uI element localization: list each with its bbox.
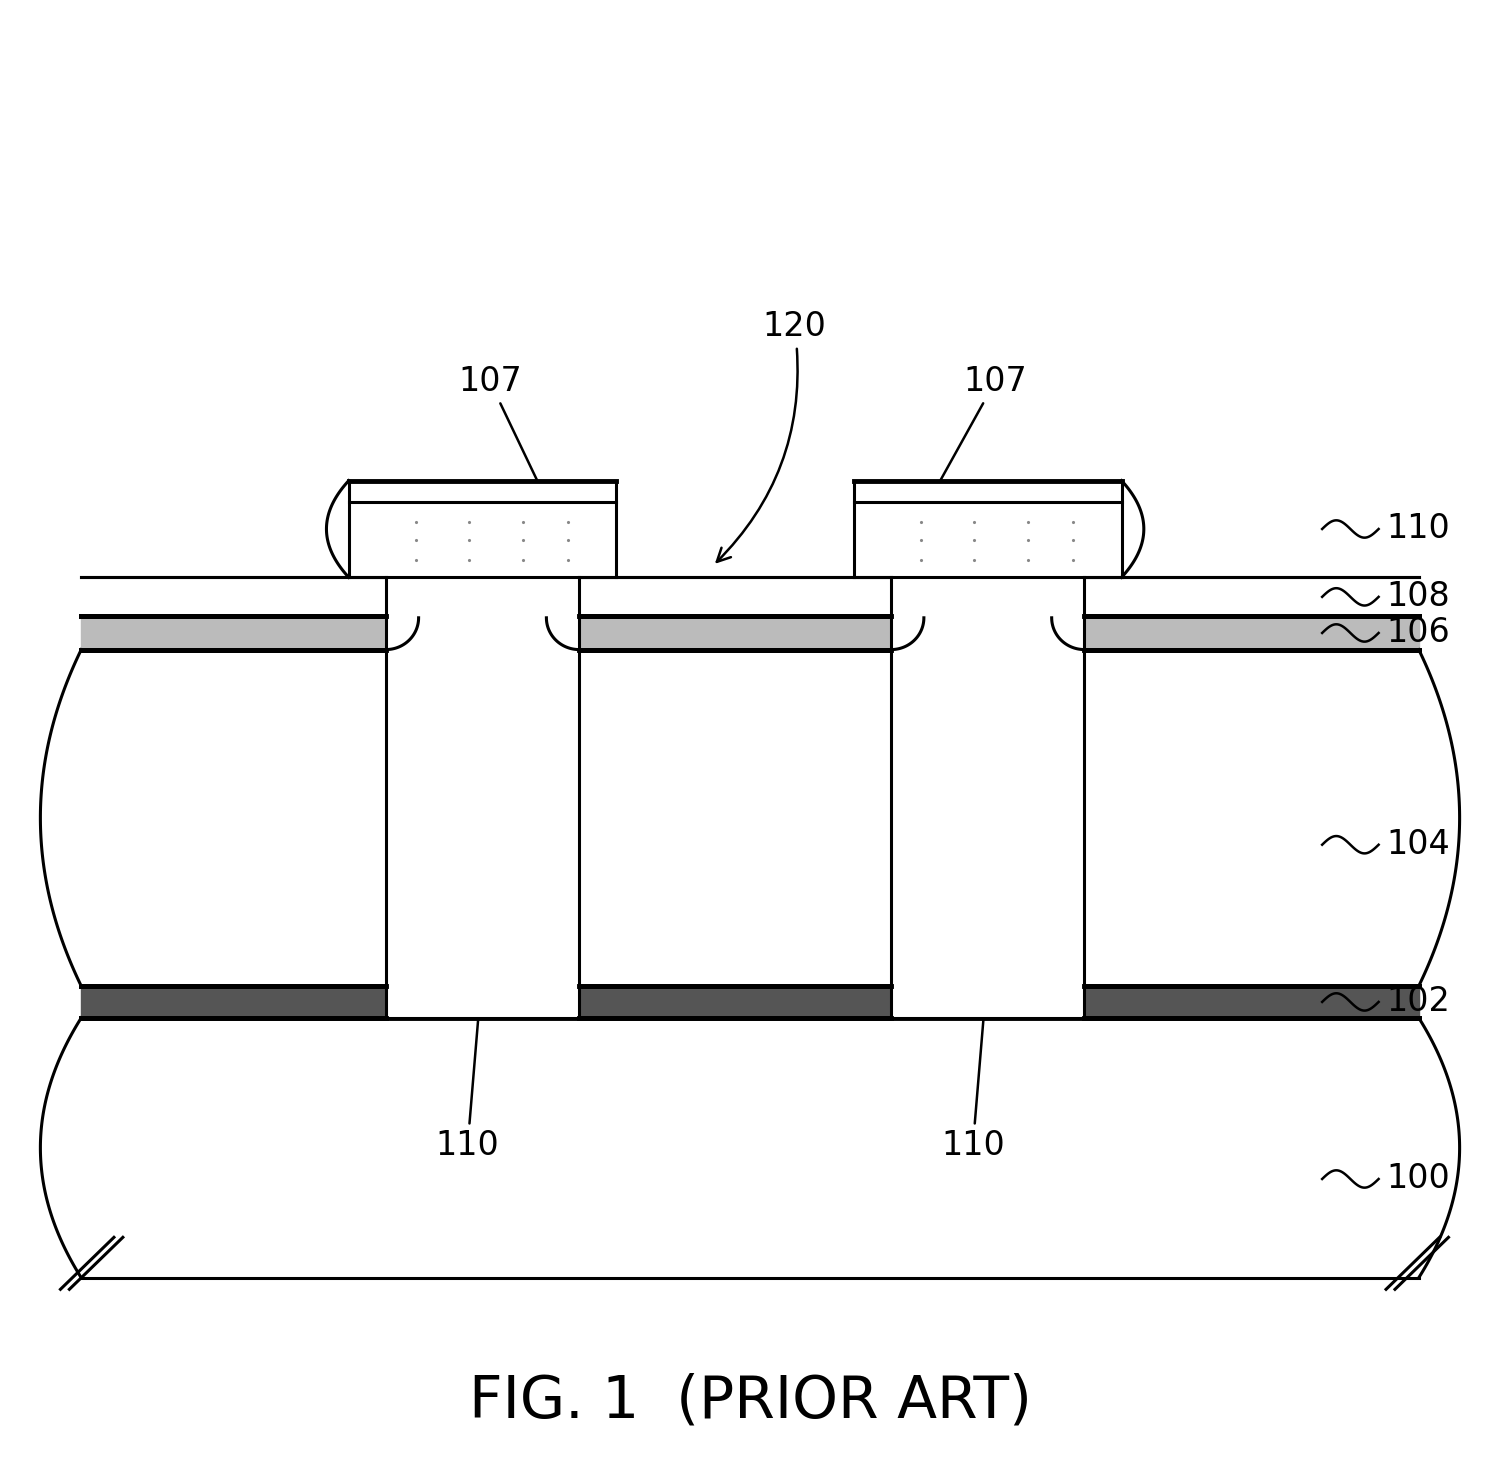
Text: 107: 107 (458, 364, 580, 570)
Text: 110: 110 (940, 972, 1005, 1162)
Text: 100: 100 (1386, 1162, 1450, 1196)
Text: 110: 110 (1386, 513, 1450, 545)
Text: 120: 120 (717, 311, 827, 561)
Text: 104: 104 (1386, 828, 1450, 862)
Text: 102: 102 (1386, 986, 1450, 1019)
Text: FIG. 1  (PRIOR ART): FIG. 1 (PRIOR ART) (468, 1372, 1032, 1429)
Text: 107: 107 (891, 364, 1028, 570)
Text: 108: 108 (1386, 580, 1449, 614)
Text: 110: 110 (436, 972, 500, 1162)
Text: 106: 106 (1386, 617, 1450, 649)
